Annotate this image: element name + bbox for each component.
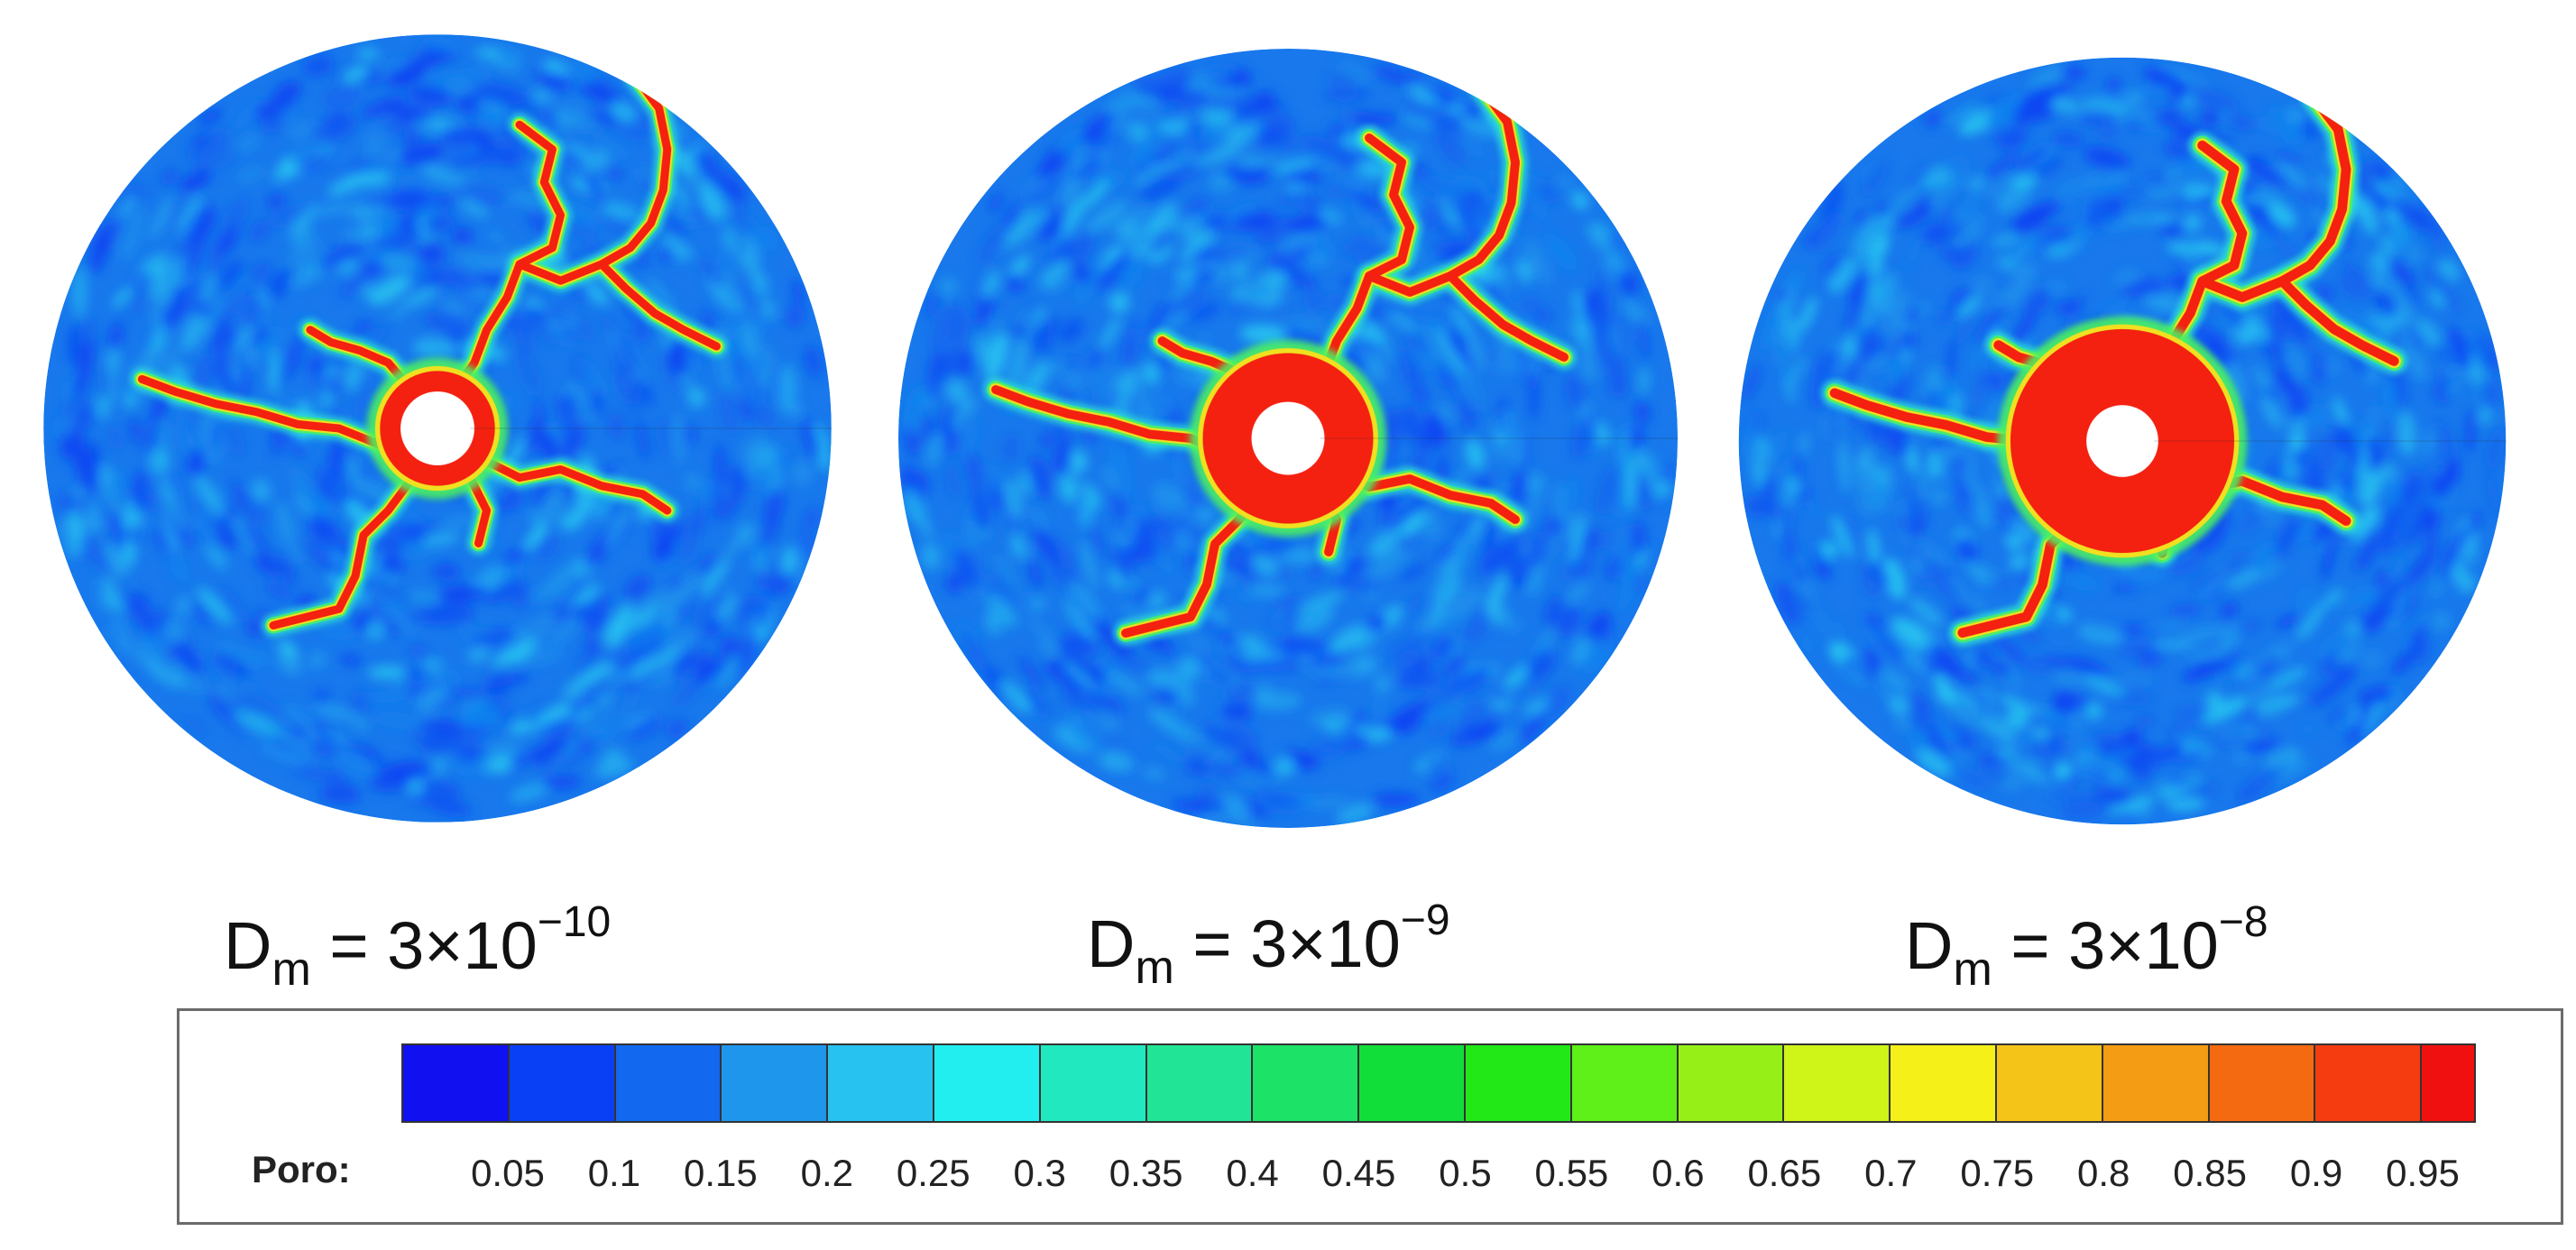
legend-swatch xyxy=(1784,1045,1891,1121)
legend-tick-label: 0.9 xyxy=(2289,1152,2343,1194)
legend-title: Poro: xyxy=(252,1148,351,1190)
porosity-map-panel-1 xyxy=(27,18,848,839)
legend-tick-label: 0.6 xyxy=(1651,1152,1705,1194)
legend-swatch xyxy=(2422,1045,2475,1121)
legend-tick-label: 0.95 xyxy=(2386,1152,2460,1194)
legend-tick-label: 0.85 xyxy=(2173,1152,2247,1194)
legend-tick-label: 0.45 xyxy=(1321,1152,1396,1194)
legend-swatch xyxy=(1253,1045,1360,1121)
legend-swatch xyxy=(2102,1045,2210,1121)
legend-swatch xyxy=(2315,1045,2423,1121)
legend-tick-label: 0.5 xyxy=(1439,1152,1492,1194)
legend-tick-label: 0.55 xyxy=(1534,1152,1609,1194)
legend-tick-label: 0.65 xyxy=(1747,1152,1822,1194)
legend-tick-label: 0.3 xyxy=(1013,1152,1066,1194)
legend-tick-label: 0.4 xyxy=(1226,1152,1279,1194)
legend-tick-label: 0.75 xyxy=(1960,1152,2035,1194)
legend-swatch xyxy=(934,1045,1041,1121)
legend-tick-label: 0.05 xyxy=(471,1152,545,1194)
legend-tick-label: 0.1 xyxy=(587,1152,641,1194)
legend-tick-label: 0.7 xyxy=(1864,1152,1918,1194)
legend-swatch xyxy=(509,1045,616,1121)
legend-swatch xyxy=(1465,1045,1572,1121)
porosity-map-panel-2 xyxy=(882,32,1694,844)
legend-swatch xyxy=(403,1045,510,1121)
legend-swatch xyxy=(1891,1045,1997,1121)
legend-swatch xyxy=(2209,1045,2316,1121)
legend-tick-label: 0.8 xyxy=(2076,1152,2130,1194)
legend-swatch xyxy=(722,1045,829,1121)
porosity-map-panel-3 xyxy=(1723,41,2522,841)
legend-swatch xyxy=(1996,1045,2103,1121)
legend-color-bar xyxy=(401,1043,2476,1123)
legend-tick-label: 0.35 xyxy=(1109,1152,1183,1194)
legend-swatch xyxy=(615,1045,722,1121)
legend-swatch xyxy=(1040,1045,1147,1121)
legend-tick-label: 0.2 xyxy=(800,1152,853,1194)
dm-label-2: Dm = 3×10−9 xyxy=(1087,896,1450,994)
legend-tick-label: 0.15 xyxy=(683,1152,758,1194)
legend-swatch xyxy=(1571,1045,1679,1121)
legend-swatch xyxy=(1359,1045,1466,1121)
dm-label-3: Dm = 3×10−8 xyxy=(1905,898,2268,996)
legend-swatch xyxy=(828,1045,934,1121)
legend-swatch xyxy=(1678,1045,1785,1121)
legend-tick-label: 0.25 xyxy=(896,1152,971,1194)
dm-label-1: Dm = 3×10−10 xyxy=(224,898,612,996)
color-legend: Poro: 0.05 0.1 0.15 0.2 0.25 0.3 0.35 0.4 0.45 0.… xyxy=(177,1008,2563,1225)
legend-tick-labels: 0.05 0.1 0.15 0.2 0.25 0.3 0.35 0.4 0.45 0.5 0.55 0… xyxy=(401,1152,2476,1197)
legend-swatch xyxy=(1146,1045,1254,1121)
